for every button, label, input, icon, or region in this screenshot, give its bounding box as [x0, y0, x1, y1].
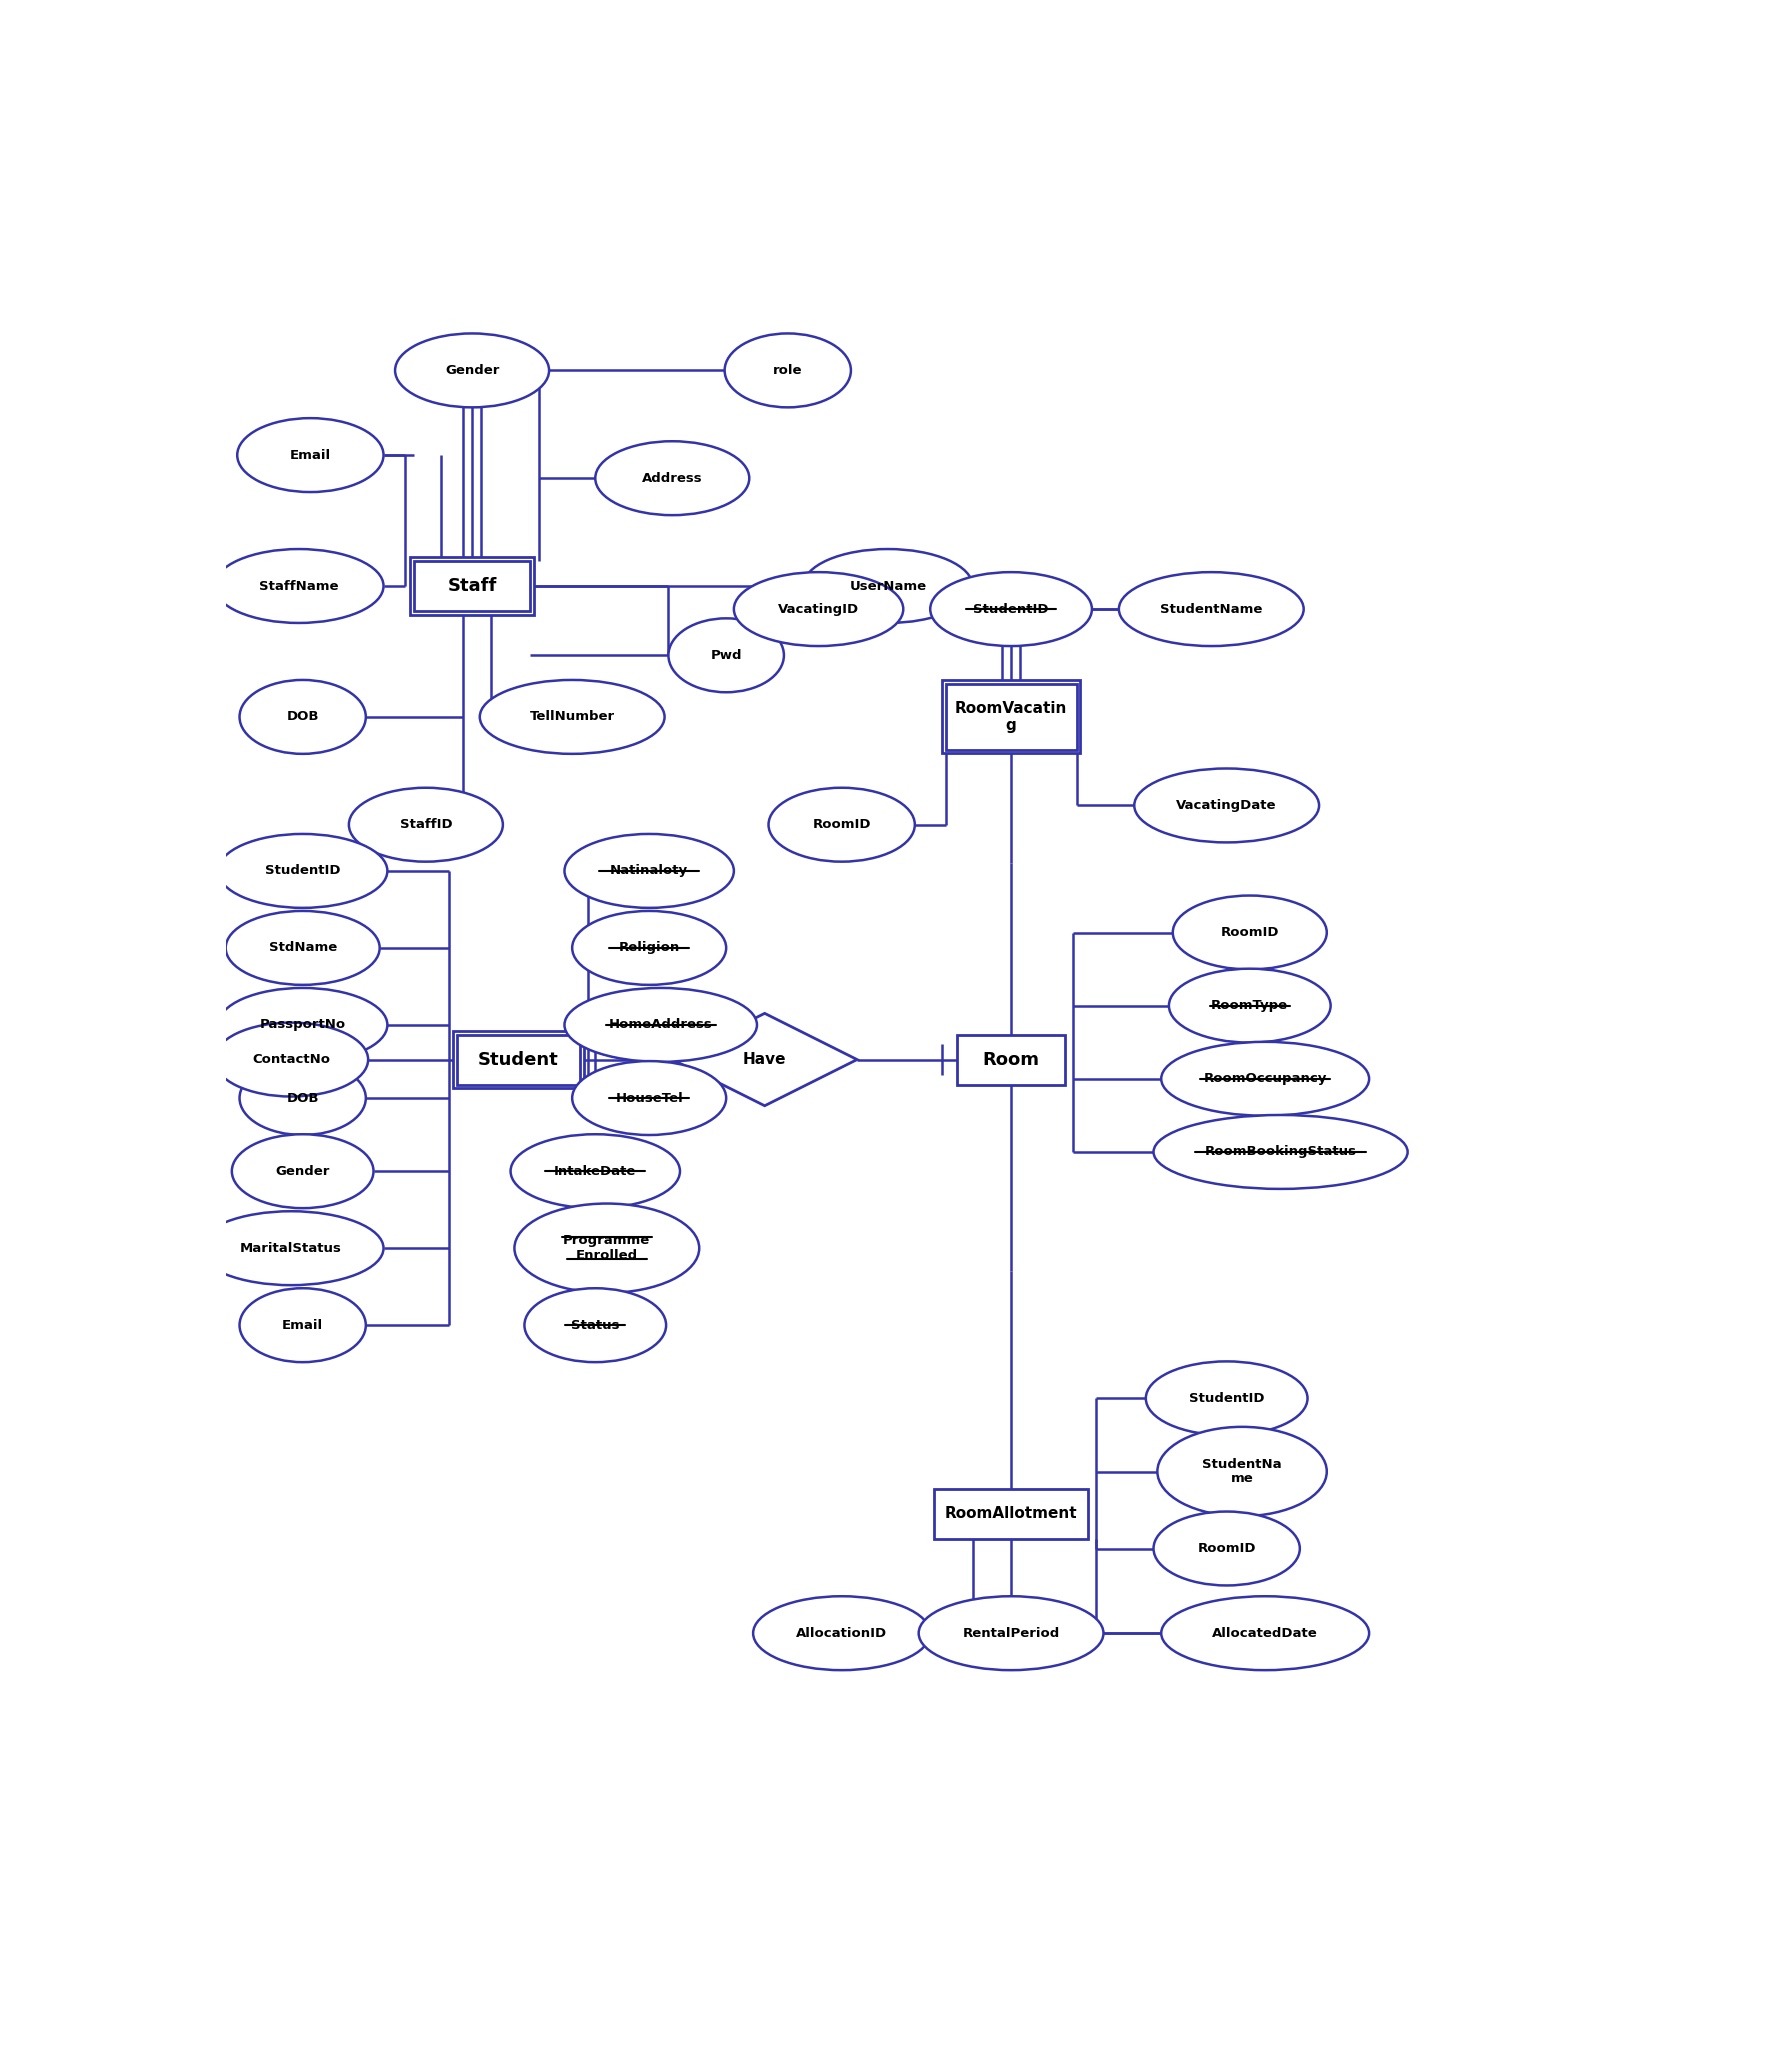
Ellipse shape	[768, 787, 915, 861]
Text: role: role	[773, 365, 802, 377]
Text: RoomID: RoomID	[1198, 1543, 1257, 1555]
Ellipse shape	[480, 680, 664, 754]
Ellipse shape	[1158, 1428, 1328, 1516]
Text: Staff: Staff	[448, 577, 497, 595]
Text: RoomID: RoomID	[1221, 927, 1280, 939]
Text: IntakeDate: IntakeDate	[554, 1164, 637, 1178]
Text: StudentID: StudentID	[266, 865, 340, 878]
Text: RoomBookingStatus: RoomBookingStatus	[1205, 1145, 1356, 1158]
FancyBboxPatch shape	[453, 1030, 584, 1088]
Ellipse shape	[1135, 768, 1319, 843]
Ellipse shape	[735, 573, 903, 647]
Ellipse shape	[1161, 1596, 1370, 1671]
Ellipse shape	[214, 550, 384, 622]
Text: VacatingDate: VacatingDate	[1177, 799, 1276, 812]
Ellipse shape	[232, 1135, 373, 1207]
Text: Student: Student	[478, 1051, 559, 1069]
Text: RoomVacatin
g: RoomVacatin g	[954, 700, 1067, 733]
FancyBboxPatch shape	[945, 684, 1076, 750]
Text: RoomOccupancy: RoomOccupancy	[1204, 1073, 1328, 1086]
Text: RoomAllotment: RoomAllotment	[945, 1506, 1078, 1522]
Text: Gender: Gender	[444, 365, 499, 377]
Text: DOB: DOB	[287, 711, 319, 723]
Ellipse shape	[724, 334, 851, 408]
Text: StdName: StdName	[269, 941, 336, 954]
Text: AllocationID: AllocationID	[796, 1627, 887, 1640]
Ellipse shape	[515, 1203, 699, 1294]
Ellipse shape	[349, 787, 503, 861]
Ellipse shape	[198, 1211, 384, 1285]
Ellipse shape	[218, 834, 388, 908]
Text: StudentID: StudentID	[974, 604, 1050, 616]
Text: StudentNa
me: StudentNa me	[1202, 1458, 1281, 1485]
Text: HouseTel: HouseTel	[616, 1092, 683, 1104]
Text: RoomType: RoomType	[1211, 999, 1289, 1011]
Text: RentalPeriod: RentalPeriod	[963, 1627, 1060, 1640]
Text: Room: Room	[982, 1051, 1039, 1069]
Text: AllocatedDate: AllocatedDate	[1212, 1627, 1319, 1640]
Ellipse shape	[804, 550, 972, 622]
Ellipse shape	[1154, 1512, 1299, 1586]
FancyBboxPatch shape	[457, 1034, 581, 1084]
FancyBboxPatch shape	[958, 1034, 1066, 1084]
Text: Status: Status	[572, 1318, 620, 1331]
FancyBboxPatch shape	[942, 680, 1080, 754]
Ellipse shape	[1174, 896, 1328, 970]
Text: TellNumber: TellNumber	[529, 711, 614, 723]
Ellipse shape	[1168, 968, 1331, 1042]
Text: RoomID: RoomID	[812, 818, 871, 830]
Ellipse shape	[239, 1288, 366, 1362]
Text: Have: Have	[743, 1053, 786, 1067]
Ellipse shape	[1145, 1362, 1308, 1436]
Ellipse shape	[1154, 1114, 1407, 1189]
Ellipse shape	[237, 418, 384, 492]
Ellipse shape	[572, 1061, 726, 1135]
Text: Programme
Enrolled: Programme Enrolled	[563, 1234, 650, 1263]
Ellipse shape	[218, 989, 388, 1061]
Text: Email: Email	[281, 1318, 324, 1331]
Text: Email: Email	[290, 449, 331, 461]
Text: UserName: UserName	[850, 579, 926, 593]
Text: Address: Address	[643, 472, 703, 484]
Ellipse shape	[565, 989, 758, 1061]
Ellipse shape	[227, 911, 381, 985]
Ellipse shape	[565, 834, 735, 908]
Ellipse shape	[595, 441, 749, 515]
Text: Pwd: Pwd	[710, 649, 742, 661]
Ellipse shape	[395, 334, 549, 408]
Text: PassportNo: PassportNo	[260, 1018, 345, 1032]
Ellipse shape	[214, 1022, 368, 1096]
FancyBboxPatch shape	[935, 1489, 1089, 1539]
Text: DOB: DOB	[287, 1092, 319, 1104]
Ellipse shape	[931, 573, 1092, 647]
Ellipse shape	[919, 1596, 1103, 1671]
Polygon shape	[673, 1014, 857, 1106]
Text: StaffID: StaffID	[400, 818, 451, 830]
Ellipse shape	[524, 1288, 666, 1362]
FancyBboxPatch shape	[411, 556, 535, 614]
Text: StudentID: StudentID	[1189, 1393, 1264, 1405]
Ellipse shape	[510, 1135, 680, 1207]
Ellipse shape	[239, 1061, 366, 1135]
Text: Religion: Religion	[618, 941, 680, 954]
Ellipse shape	[239, 680, 366, 754]
Ellipse shape	[572, 911, 726, 985]
Text: ContactNo: ContactNo	[251, 1053, 331, 1067]
Ellipse shape	[669, 618, 784, 692]
Ellipse shape	[1161, 1042, 1370, 1117]
FancyBboxPatch shape	[414, 560, 529, 612]
Text: VacatingID: VacatingID	[779, 604, 858, 616]
Text: StaffName: StaffName	[258, 579, 338, 593]
Ellipse shape	[1119, 573, 1304, 647]
Text: MaritalStatus: MaritalStatus	[241, 1242, 342, 1255]
Ellipse shape	[752, 1596, 931, 1671]
Text: StudentName: StudentName	[1159, 604, 1262, 616]
Text: HomeAddress: HomeAddress	[609, 1018, 713, 1032]
Text: Natinaloty: Natinaloty	[611, 865, 689, 878]
Text: Gender: Gender	[276, 1164, 329, 1178]
